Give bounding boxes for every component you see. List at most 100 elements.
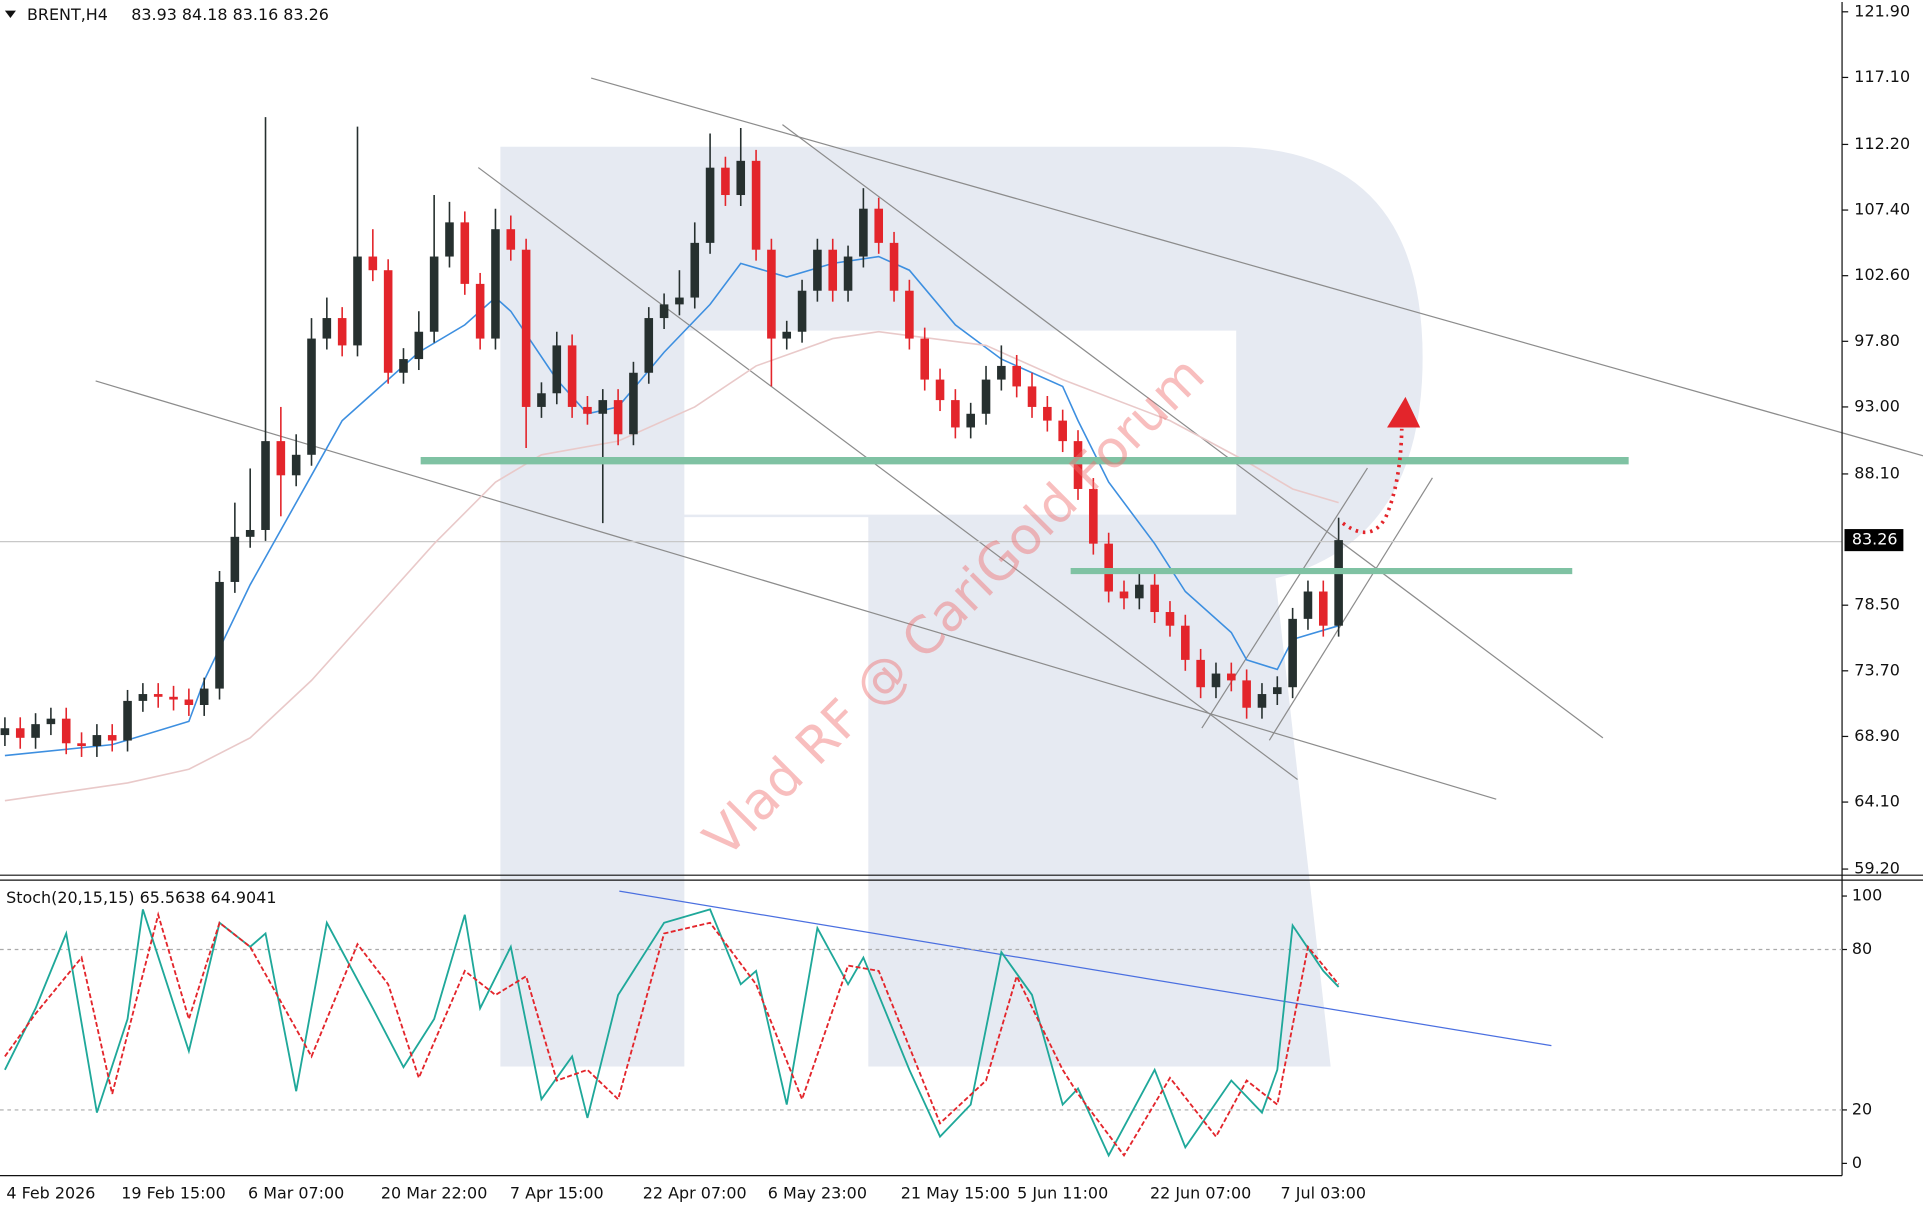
y-tick-label: 20 (1852, 1099, 1872, 1118)
candle-body (414, 331, 424, 360)
candle-body (1104, 543, 1113, 592)
candle-body (981, 379, 991, 414)
x-tick-label: 22 Jun 07:00 (1150, 1184, 1251, 1203)
candle-body (751, 160, 761, 250)
candle-body (629, 372, 638, 435)
candle-body (966, 413, 975, 428)
trend-line (477, 167, 1298, 781)
candle-body (598, 400, 608, 414)
trend-line (1201, 467, 1368, 729)
candle-body (291, 454, 301, 476)
candle-body (491, 229, 500, 339)
x-tick-label: 6 Mar 07:00 (248, 1184, 344, 1203)
moving-average (4, 330, 1339, 802)
candle-body (199, 688, 209, 705)
candle-body (1119, 591, 1129, 599)
candle-body (61, 718, 71, 744)
candle-body (92, 735, 102, 747)
candle-body (997, 365, 1006, 380)
candle-body (782, 331, 792, 339)
candle-body (153, 694, 163, 697)
y-tick-label: 121.90 (1854, 1, 1910, 20)
y-tick-label: 100 (1852, 886, 1882, 905)
candle-body (77, 743, 86, 747)
candle-body (1165, 612, 1175, 626)
candle-body (935, 379, 945, 401)
y-tick-label: 117.10 (1854, 67, 1910, 86)
y-tick-label: 0 (1852, 1153, 1862, 1172)
candle-body (123, 700, 132, 741)
candle-body (1089, 488, 1098, 544)
candle-body (322, 318, 332, 339)
candle-body (15, 728, 25, 738)
x-tick-label: 4 Feb 2026 (6, 1184, 95, 1203)
candle-body (813, 249, 822, 291)
candle-body (905, 290, 914, 339)
candle-body (215, 581, 224, 689)
last-price-box (1844, 529, 1904, 552)
candle-body (1181, 625, 1190, 660)
candle-body (1196, 659, 1205, 688)
candle-body (383, 270, 393, 373)
trend-line (590, 77, 1923, 457)
candle-body (567, 345, 577, 407)
plot-area (0, 117, 1343, 802)
x-tick-label: 19 Feb 15:00 (121, 1184, 226, 1203)
y-tick-label: 80 (1852, 939, 1872, 958)
candle-body (261, 441, 270, 530)
candle-body (644, 318, 654, 373)
candle-body (1318, 591, 1328, 626)
chart-title: BRENT,H4 (27, 5, 108, 24)
candle-body (721, 167, 730, 196)
x-tick-label: 7 Jul 03:00 (1281, 1184, 1366, 1203)
stoch-trend-line (619, 890, 1552, 1047)
trend-line (95, 380, 1497, 800)
logo-watermark (500, 146, 1423, 1067)
y-tick-label: 78.50 (1854, 595, 1900, 614)
candle-body (920, 338, 930, 380)
arrow-head (1387, 396, 1421, 428)
x-tick-label: 21 May 15:00 (901, 1184, 1010, 1203)
candle-body (0, 728, 10, 736)
candle-body (1303, 591, 1313, 619)
candle-body (368, 256, 378, 271)
candle-body (1027, 386, 1037, 407)
candle-body (736, 160, 746, 196)
ohlc-values: 83.93 84.18 83.16 83.26 (131, 5, 329, 24)
candle-body (1073, 441, 1083, 489)
candle-body (1211, 673, 1221, 688)
candle-body (445, 222, 454, 257)
candle-body (521, 249, 531, 407)
candle-body (1150, 584, 1159, 613)
candle-body (552, 345, 562, 394)
indicator-title: Stoch(20,15,15) 65.5638 64.9041 (6, 888, 276, 907)
candle-body (705, 167, 715, 243)
candle-body (874, 208, 884, 243)
y-tick-label: 97.80 (1854, 331, 1900, 350)
y-tick-label: 107.40 (1854, 200, 1910, 219)
candle-body (107, 735, 117, 741)
y-tick-label: 88.10 (1854, 463, 1900, 482)
candle-body (583, 406, 592, 414)
candle-body (659, 304, 669, 319)
candle-body (1273, 687, 1282, 695)
candle-body (690, 242, 700, 298)
x-tick-label: 20 Mar 22:00 (381, 1184, 487, 1203)
candle-body (138, 694, 148, 701)
y-tick-label: 59.20 (1854, 859, 1900, 878)
candle-body (1257, 694, 1267, 708)
candle-body (1334, 540, 1343, 626)
candle-body (1012, 365, 1021, 387)
candle-body (399, 359, 408, 373)
candle-body (951, 400, 960, 428)
candle-body (475, 283, 485, 339)
x-tick-label: 6 May 23:00 (768, 1184, 867, 1203)
candle-body (613, 400, 623, 435)
x-tick-label: 5 Jun 11:00 (1017, 1184, 1108, 1203)
trend-line (782, 124, 1604, 739)
candle-body (276, 441, 286, 476)
candle-body (169, 696, 178, 700)
candle-body (429, 256, 439, 332)
y-tick-label: 102.60 (1854, 265, 1910, 284)
